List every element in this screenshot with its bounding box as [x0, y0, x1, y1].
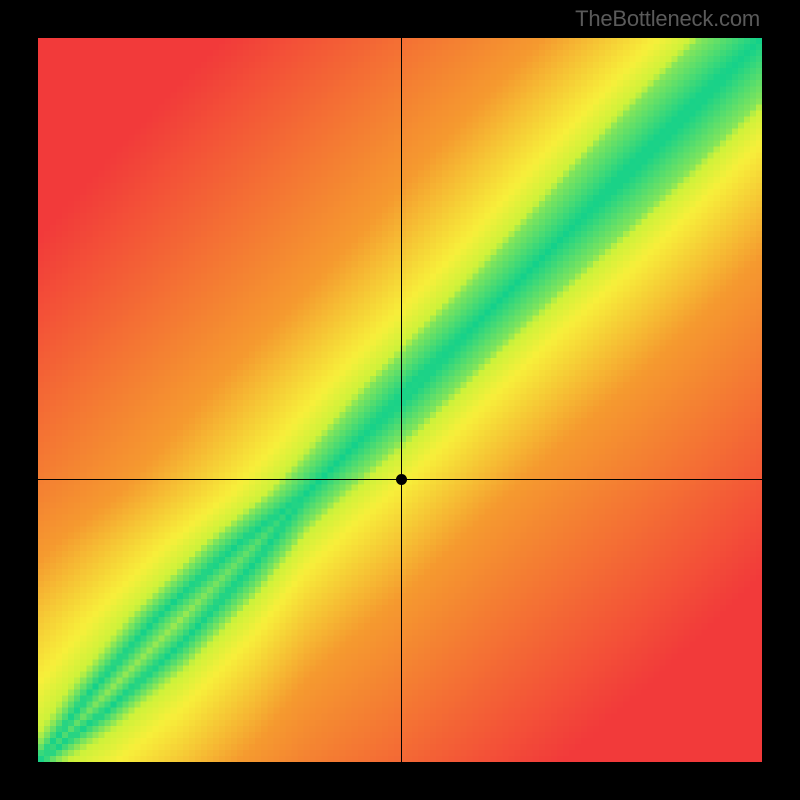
watermark-text: TheBottleneck.com	[575, 6, 760, 32]
outer-frame: TheBottleneck.com	[0, 0, 800, 800]
crosshair-vertical	[401, 38, 402, 762]
target-dot	[396, 474, 407, 485]
